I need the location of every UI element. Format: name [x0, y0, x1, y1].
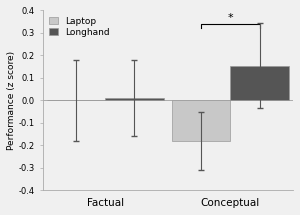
Text: *: *: [228, 13, 233, 23]
Bar: [230, 66, 289, 100]
Bar: [172, 100, 230, 141]
Legend: Laptop, Longhand: Laptop, Longhand: [47, 15, 112, 39]
Y-axis label: Performance (z score): Performance (z score): [7, 51, 16, 150]
Bar: [105, 98, 164, 100]
